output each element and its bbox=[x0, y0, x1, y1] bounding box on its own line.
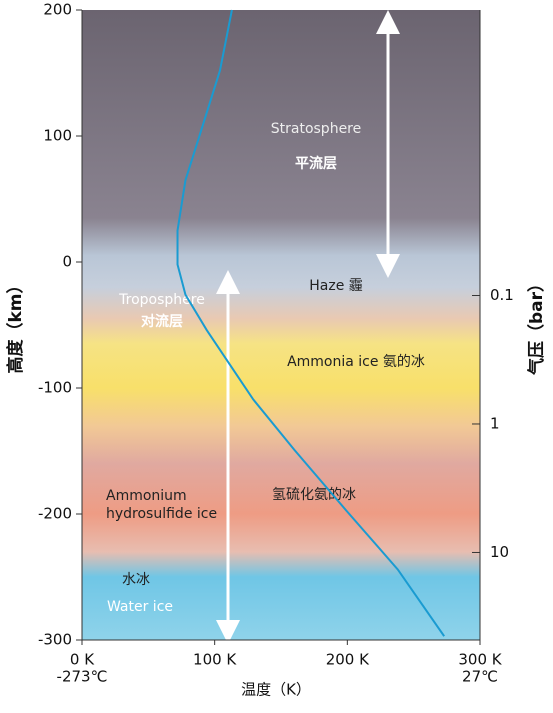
x2-tick-label: 27℃ bbox=[462, 668, 498, 686]
annotation: Ammonium bbox=[106, 488, 187, 504]
annotation: Haze 霾 bbox=[309, 278, 363, 294]
y2-tick-label: 0.1 bbox=[490, 286, 514, 304]
x-tick-label: 200 K bbox=[326, 651, 370, 669]
x2-tick-label: -273℃ bbox=[57, 668, 108, 686]
y2-tick-label: 10 bbox=[490, 543, 509, 561]
x-axis-label: 温度（K） bbox=[241, 681, 311, 699]
annotation: 氢硫化氨的冰 bbox=[272, 487, 356, 503]
y-tick-label: -100 bbox=[38, 379, 72, 397]
annotation: hydrosulfide ice bbox=[106, 506, 217, 522]
annotation: 对流层 bbox=[141, 313, 183, 330]
y-tick-label: 0 bbox=[62, 253, 72, 271]
x-tick-label: 300 K bbox=[458, 651, 502, 669]
annotation: Troposphere bbox=[118, 292, 205, 308]
y-tick-label: 100 bbox=[43, 127, 72, 145]
annotation: 平流层 bbox=[295, 155, 337, 172]
y-tick-label: -300 bbox=[38, 631, 72, 649]
y2-tick-label: 1 bbox=[490, 414, 500, 432]
annotation: Stratosphere bbox=[271, 121, 362, 137]
x-tick-label: 100 K bbox=[193, 651, 237, 669]
x-tick-label: 0 K bbox=[70, 651, 95, 669]
annotation: Ammonia ice 氨的冰 bbox=[287, 354, 425, 370]
y-tick-label: -200 bbox=[38, 505, 72, 523]
y-tick-label: 200 bbox=[43, 1, 72, 19]
y2-axis-label: 气压（bar） bbox=[526, 275, 547, 376]
y-axis-label: 高度（km） bbox=[5, 276, 26, 373]
annotation: Water ice bbox=[107, 599, 173, 615]
atmosphere-background bbox=[82, 10, 480, 640]
temperature-line bbox=[176, 9, 446, 637]
annotation: 水冰 bbox=[122, 572, 150, 588]
